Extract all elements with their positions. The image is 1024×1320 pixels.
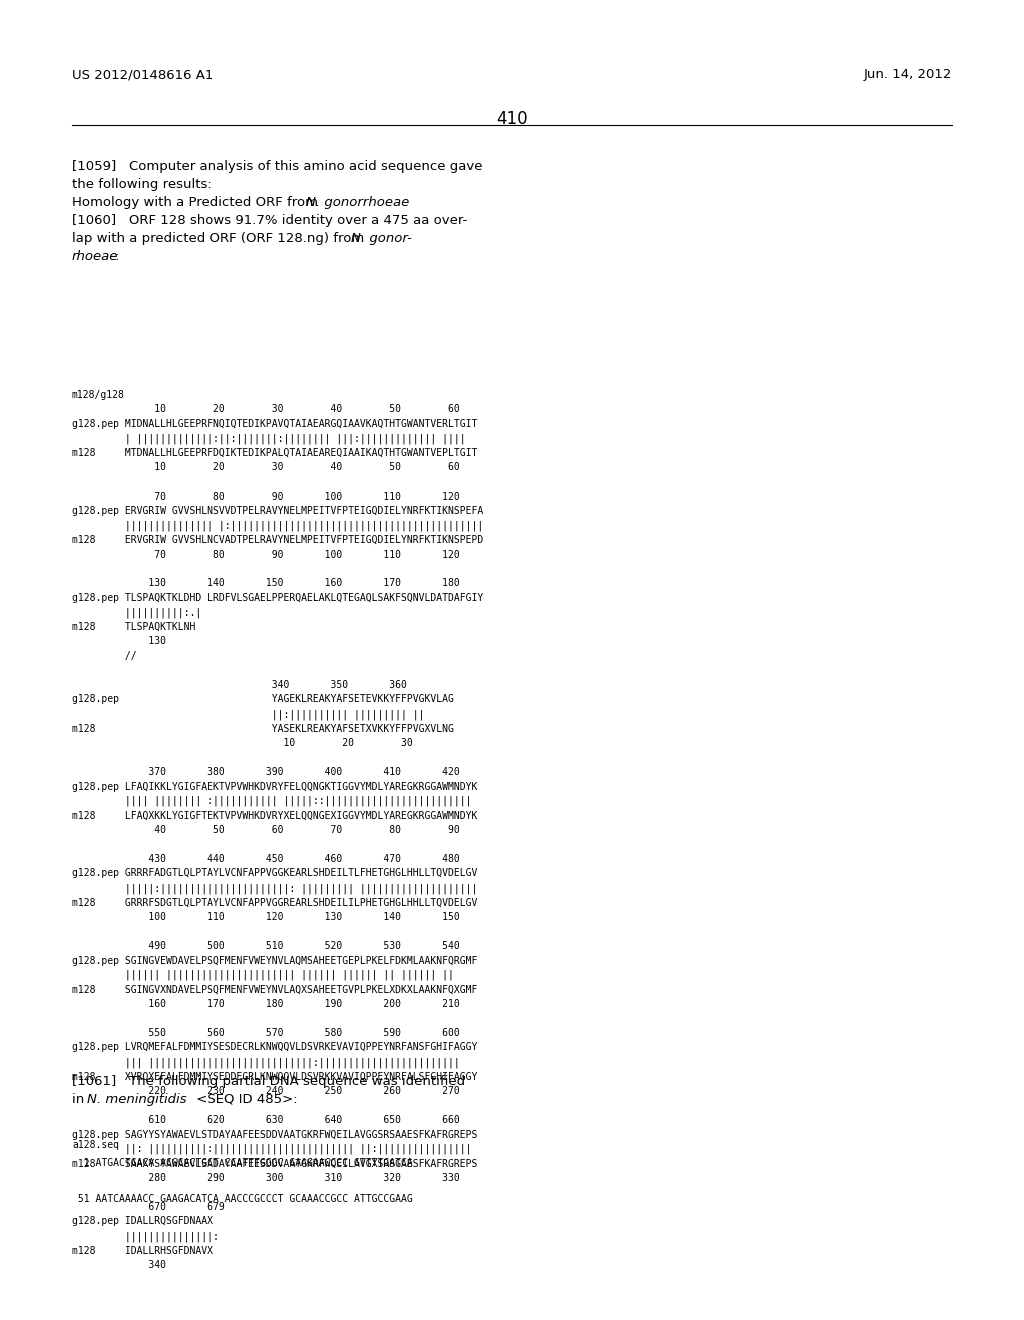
Text: g128.pep LVRQMEFALFDMMIYSESDECRLKNWQQVLDSVRKEVAVIQPPEYNRFANSFGHIFAGGY: g128.pep LVRQMEFALFDMMIYSESDECRLKNWQQVLD… [72,1043,477,1052]
Text: 130       140       150       160       170       180: 130 140 150 160 170 180 [72,578,460,589]
Text: [1060]   ORF 128 shows 91.7% identity over a 475 aa over-: [1060] ORF 128 shows 91.7% identity over… [72,214,467,227]
Text: in: in [72,1093,88,1106]
Text: 130: 130 [72,636,166,647]
Text: 670       679: 670 679 [72,1203,224,1212]
Text: //: // [72,651,136,661]
Text: |||| |||||||| :||||||||||| |||||::|||||||||||||||||||||||||: |||| |||||||| :||||||||||| |||||::||||||… [72,796,471,807]
Text: m128     IDALLRHSGFDNAVX: m128 IDALLRHSGFDNAVX [72,1246,213,1255]
Text: 51 AATCAAAACC GAAGACATCA AACCCGCCCT GCAAACCGCC ATTGCCGAAG: 51 AATCAAAACC GAAGACATCA AACCCGCCCT GCAA… [72,1195,413,1204]
Text: N. meningitidis: N. meningitidis [87,1093,186,1106]
Text: 10        20        30: 10 20 30 [72,738,413,748]
Text: m128     SAAXYSYAWAEVLSADAYAAFEESDDVAATGKRFWQEILAVGXSRSGAESFKAFRGREPS: m128 SAAXYSYAWAEVLSADAYAAFEESDDVAATGKRFW… [72,1159,477,1168]
Text: m128     LFAQXKKLYGIGFTEKTVPVWHKDVRYXELQQNGEXIGGVYMDLYAREGKRGGAWMNDYK: m128 LFAQXKKLYGIGFTEKTVPVWHKDVRYXELQQNGE… [72,810,477,821]
Text: 610       620       630       640       650       660: 610 620 630 640 650 660 [72,1115,460,1125]
Text: Jun. 14, 2012: Jun. 14, 2012 [863,69,952,81]
Text: m128     XVRQXEFALFDMMIYSEDDEGRLKNWQQVLDSVRKKVAVIQPPEYNRFALSFGHIFAGGY: m128 XVRQXEFALFDMMIYSEDDEGRLKNWQQVLDSVRK… [72,1072,477,1081]
Text: m128     SGINGVXNDAVELPSQFMENFVWEYNVLAQXSAHEETGVPLPKELXDKXLAAKNFQXGMF: m128 SGINGVXNDAVELPSQFMENFVWEYNVLAQXSAHE… [72,985,477,994]
Text: ||: ||||||||||:|||||||||||||||||||||||| ||:||||||||||||||||: ||: ||||||||||:|||||||||||||||||||||||| … [72,1144,471,1155]
Text: m128/g128: m128/g128 [72,389,125,400]
Text: <SEQ ID 485>:: <SEQ ID 485>: [193,1093,298,1106]
Text: g128.pep SAGYYSYAWAEVLSTDAYAAFEESDDVAATGKRFWQEILAVGGSRSAAESFKAFRGREPS: g128.pep SAGYYSYAWAEVLSTDAYAAFEESDDVAATG… [72,1130,477,1139]
Text: g128.pep                          YAGEKLREAKYAFSETEVKKYFFPVGKVLAG: g128.pep YAGEKLREAKYAFSETEVKKYFFPVGKVLAG [72,694,454,705]
Text: m128                              YASEKLREAKYAFSETXVKKYFFPVGXVLNG: m128 YASEKLREAKYAFSETXVKKYFFPVGXVLNG [72,723,454,734]
Text: 550       560       570       580       590       600: 550 560 570 580 590 600 [72,1028,460,1038]
Text: ||||||||||||||| |:|||||||||||||||||||||||||||||||||||||||||||: ||||||||||||||| |:||||||||||||||||||||||… [72,520,483,531]
Text: :: : [115,249,120,263]
Text: 100       110       120       130       140       150: 100 110 120 130 140 150 [72,912,460,921]
Text: 220       230       240       250       260       270: 220 230 240 250 260 270 [72,1086,460,1096]
Text: |||||| |||||||||||||||||||||| |||||| |||||| || |||||| ||: |||||| |||||||||||||||||||||| |||||| |||… [72,970,454,981]
Text: m128     MTDNALLHLGEEPRFDQIKTEDIKPALQTAIAEAREQIAAIKAQTHTGWANTVEPLTGIT: m128 MTDNALLHLGEEPRFDQIKTEDIKPALQTAIAEAR… [72,447,477,458]
Text: the following results:: the following results: [72,178,212,191]
Text: | |||||||||||||:||:|||||||:|||||||| |||:||||||||||||| ||||: | |||||||||||||:||:|||||||:|||||||| |||:… [72,433,466,444]
Text: g128.pep GRRRFADGTLQLPTAYLVCNFAPPVGGKEARLSHDEILTLFHETGHGLHHLLTQVDELGV: g128.pep GRRRFADGTLQLPTAYLVCNFAPPVGGKEAR… [72,869,477,879]
Text: 490       500       510       520       530       540: 490 500 510 520 530 540 [72,941,460,950]
Text: g128.pep MIDNALLHLGEEPRFNQIQTEDIKPAVQTAIAEARGQIAAVKAQTHTGWANTVERLTGIT: g128.pep MIDNALLHLGEEPRFNQIQTEDIKPAVQTAI… [72,418,477,429]
Text: 430       440       450       460       470       480: 430 440 450 460 470 480 [72,854,460,865]
Text: US 2012/0148616 A1: US 2012/0148616 A1 [72,69,213,81]
Text: g128.pep TLSPAQKTKLDHD LRDFVLSGAELPPERQAELAKLQTEGAQLSAKFSQNVLDATDAFGIY: g128.pep TLSPAQKTKLDHD LRDFVLSGAELPPERQA… [72,593,483,603]
Text: g128.pep SGINGVEWDAVELPSQFMENFVWEYNVLAQMSAHEETGEPLPKELFDKMLAAKNFQRGMF: g128.pep SGINGVEWDAVELPSQFMENFVWEYNVLAQM… [72,956,477,965]
Text: [1059]   Computer analysis of this amino acid sequence gave: [1059] Computer analysis of this amino a… [72,160,482,173]
Text: 70        80        90       100       110       120: 70 80 90 100 110 120 [72,549,460,560]
Text: 370       380       390       400       410       420: 370 380 390 400 410 420 [72,767,460,777]
Text: ||| ||||||||||||||||||||||||||||:||||||||||||||||||||||||: ||| ||||||||||||||||||||||||||||:|||||||… [72,1057,460,1068]
Text: N. gonor-: N. gonor- [351,232,412,246]
Text: Homology with a Predicted ORF from: Homology with a Predicted ORF from [72,195,323,209]
Text: 40        50        60        70        80        90: 40 50 60 70 80 90 [72,825,460,836]
Text: m128     ERVGRIW GVVSHLNCVADTPELRAVYNELMPEITVFPTEIGQDIELYNRFKTIKNSPEPD: m128 ERVGRIW GVVSHLNCVADTPELRAVYNELMPEIT… [72,535,483,545]
Text: 1 ATGACTGACA ACGCACTGCT CCATTTGGGC GAAGAACCCC GTTTTGATCA: 1 ATGACTGACA ACGCACTGCT CCATTTGGGC GAAGA… [72,1158,413,1168]
Text: g128.pep LFAQIKKLYGIGFAEKTVPVWHKDVRYFELQQNGKTIGGVYMDLYAREGKRGGAWMNDYK: g128.pep LFAQIKKLYGIGFAEKTVPVWHKDVRYFELQ… [72,781,477,792]
Text: g128.pep IDALLRQSGFDNAAX: g128.pep IDALLRQSGFDNAAX [72,1217,213,1226]
Text: 10        20        30        40        50        60: 10 20 30 40 50 60 [72,462,460,473]
Text: 410: 410 [497,110,527,128]
Text: |||||:||||||||||||||||||||||: ||||||||| ||||||||||||||||||||: |||||:||||||||||||||||||||||: ||||||||| … [72,883,477,894]
Text: ||||||||||:.|: ||||||||||:.| [72,607,202,618]
Text: lap with a predicted ORF (ORF 128.ng) from: lap with a predicted ORF (ORF 128.ng) fr… [72,232,369,246]
Text: 70        80        90       100       110       120: 70 80 90 100 110 120 [72,491,460,502]
Text: m128     TLSPAQKTKLNH: m128 TLSPAQKTKLNH [72,622,196,632]
Text: rhoeae: rhoeae [72,249,119,263]
Text: 10        20        30        40        50        60: 10 20 30 40 50 60 [72,404,460,414]
Text: |||||||||||||||:: |||||||||||||||: [72,1232,219,1242]
Text: a128.seq: a128.seq [72,1140,119,1150]
Text: g128.pep ERVGRIW GVVSHLNSVVDTPELRAVYNELMPEITVFPTEIGQDIELYNRFKTIKNSPEFA: g128.pep ERVGRIW GVVSHLNSVVDTPELRAVYNELM… [72,506,483,516]
Text: 340       350       360: 340 350 360 [72,680,407,690]
Text: 280       290       300       310       320       330: 280 290 300 310 320 330 [72,1173,460,1183]
Text: N. gonorrhoeae: N. gonorrhoeae [306,195,410,209]
Text: 160       170       180       190       200       210: 160 170 180 190 200 210 [72,999,460,1008]
Text: ||:|||||||||| ||||||||| ||: ||:|||||||||| ||||||||| || [72,709,425,719]
Text: m128     GRRRFSDGTLQLPTAYLVCNFAPPVGGREARLSHDEILILPHETGHGLHHLLTQVDELGV: m128 GRRRFSDGTLQLPTAYLVCNFAPPVGGREARLSHD… [72,898,477,908]
Text: [1061]   The following partial DNA sequence was identified: [1061] The following partial DNA sequenc… [72,1074,465,1088]
Text: 340: 340 [72,1261,166,1270]
